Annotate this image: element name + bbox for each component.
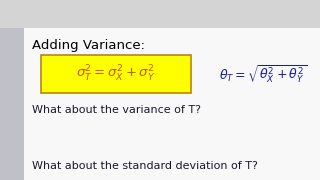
- Text: $\theta_T = \sqrt{\theta_X^2 + \theta_Y^2}$: $\theta_T = \sqrt{\theta_X^2 + \theta_Y^…: [219, 63, 307, 84]
- Bar: [0, 0, 320, 28]
- Text: $\sigma_T^2 = \sigma_X^2 + \sigma_Y^2$: $\sigma_T^2 = \sigma_X^2 + \sigma_Y^2$: [76, 64, 156, 84]
- Text: Adding Variance:: Adding Variance:: [32, 39, 145, 52]
- FancyBboxPatch shape: [41, 55, 191, 93]
- Text: What about the standard deviation of T?: What about the standard deviation of T?: [32, 161, 258, 171]
- Text: What about the variance of T?: What about the variance of T?: [32, 105, 201, 115]
- Bar: [24, 28, 320, 180]
- Bar: [0, 28, 24, 180]
